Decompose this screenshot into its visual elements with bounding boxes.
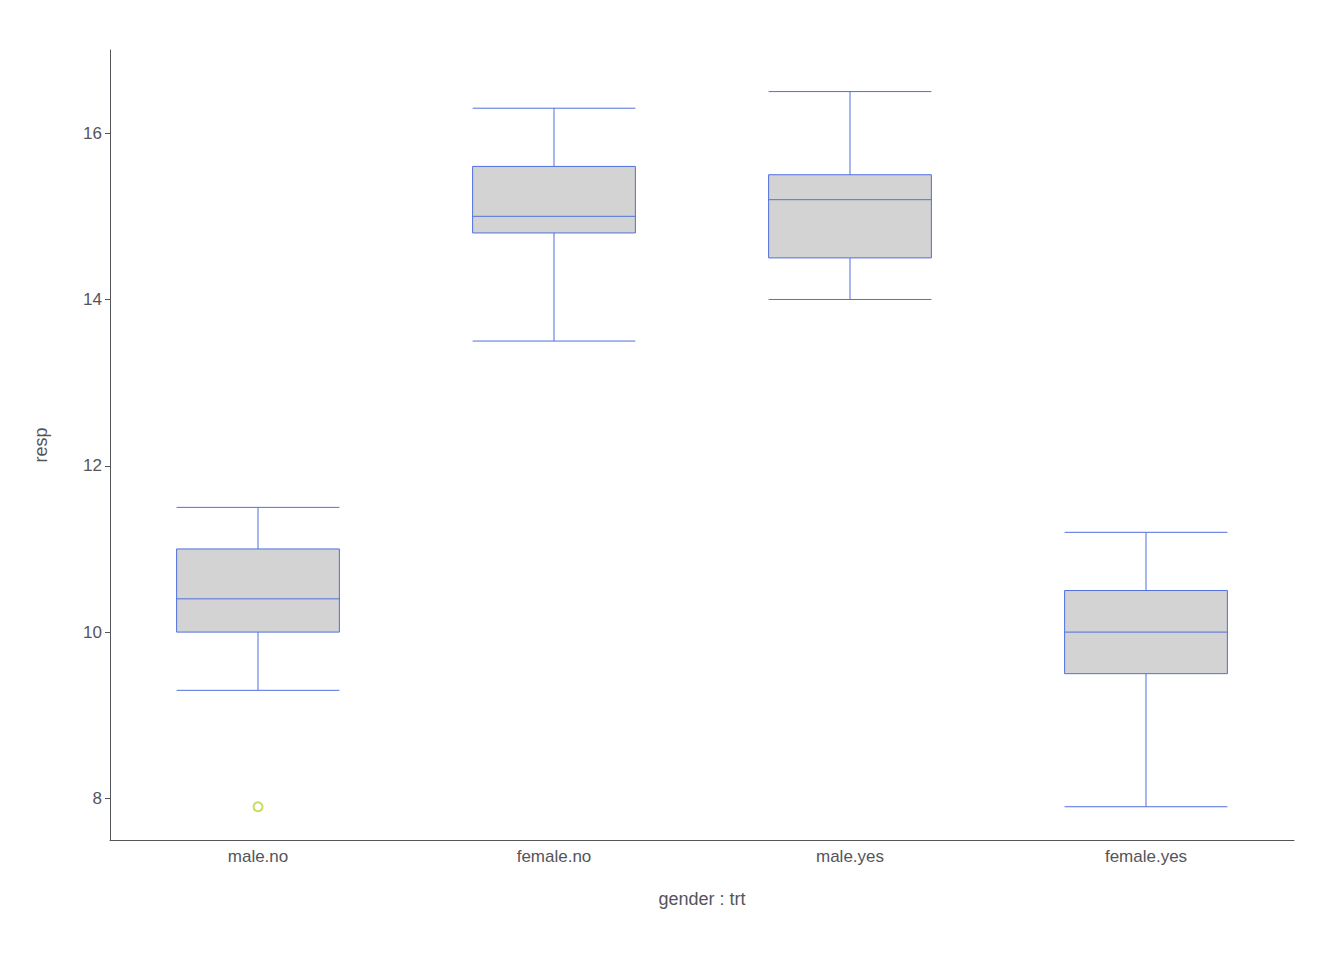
svg-text:female.yes: female.yes [1105, 847, 1187, 866]
svg-text:10: 10 [83, 623, 102, 642]
svg-text:female.no: female.no [517, 847, 592, 866]
svg-text:male.no: male.no [228, 847, 288, 866]
svg-text:16: 16 [83, 124, 102, 143]
svg-text:gender : trt: gender : trt [658, 889, 745, 909]
svg-text:14: 14 [83, 290, 102, 309]
svg-text:resp: resp [31, 427, 51, 462]
svg-text:male.yes: male.yes [816, 847, 884, 866]
svg-text:12: 12 [83, 456, 102, 475]
svg-text:8: 8 [93, 789, 102, 808]
